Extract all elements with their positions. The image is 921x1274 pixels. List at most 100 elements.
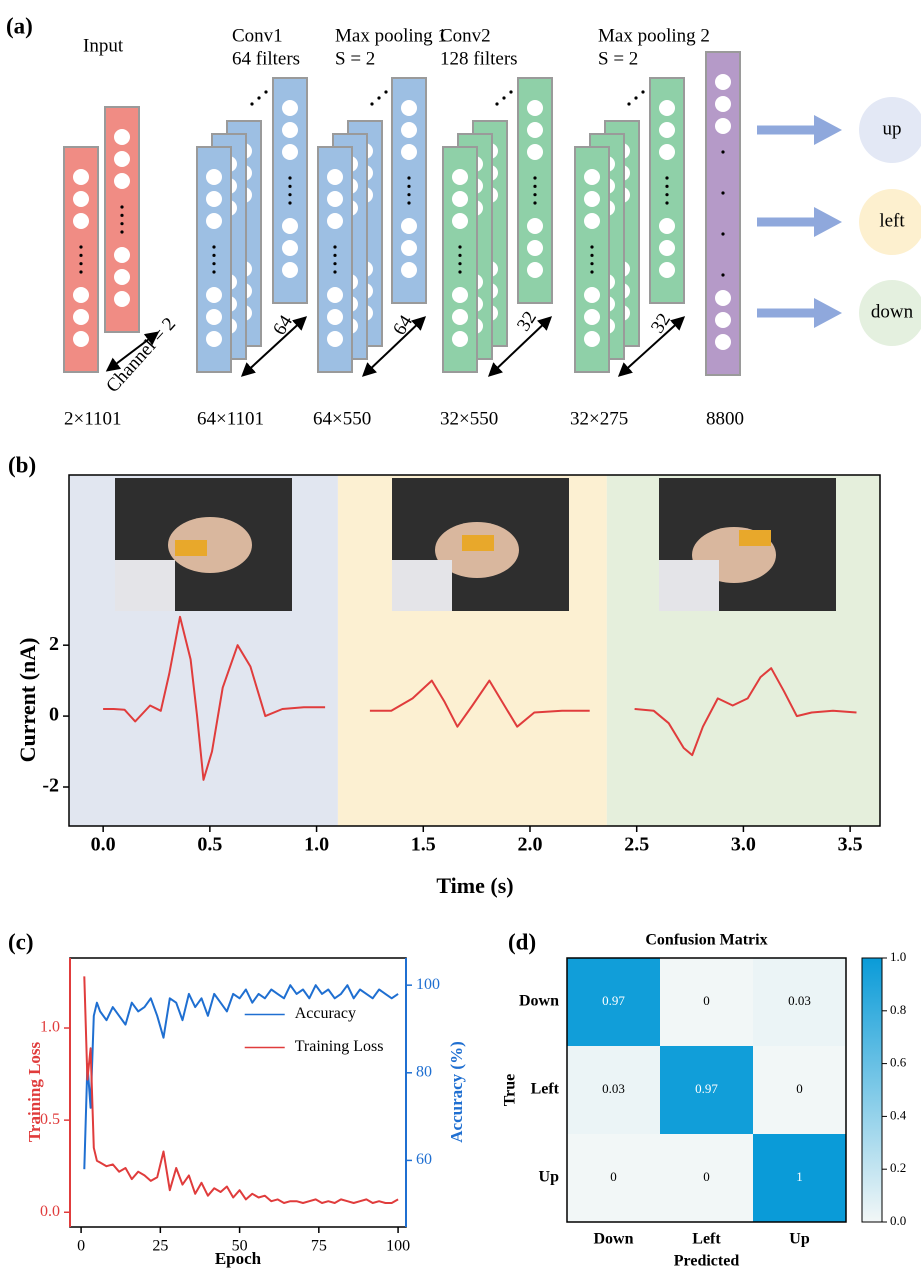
neuron — [73, 169, 89, 185]
ellipsis-dot — [288, 176, 291, 179]
ellipsis-dot — [407, 193, 410, 196]
ellipsis-dot — [250, 102, 253, 105]
colorbar-tick-label: 1.0 — [890, 949, 906, 964]
neuron — [527, 100, 543, 116]
neuron — [282, 100, 298, 116]
neuron — [584, 287, 600, 303]
neuron — [114, 247, 130, 263]
ellipsis-dot — [120, 230, 123, 233]
y2-axis-title: Accuracy (%) — [447, 1041, 466, 1143]
neuron — [659, 262, 675, 278]
y-axis-title: True — [502, 1074, 519, 1107]
y-tick-label: 0.0 — [40, 1203, 60, 1220]
neuron — [327, 213, 343, 229]
figure: (a)Input2×1101Channel = 2Conv164 filters… — [0, 0, 921, 1274]
layer-title: 64 filters — [232, 48, 300, 69]
colorbar-tick-label: 0.6 — [890, 1055, 907, 1070]
ellipsis-dot — [590, 262, 593, 265]
neuron — [282, 240, 298, 256]
neuron — [282, 262, 298, 278]
photo-sensor — [739, 530, 771, 546]
neuron — [584, 191, 600, 207]
ellipsis-dot — [120, 222, 123, 225]
ellipsis-dot — [721, 232, 724, 235]
neuron — [715, 334, 731, 350]
neuron — [401, 218, 417, 234]
y-tick-label: 2 — [49, 633, 59, 655]
ellipsis-dot — [641, 90, 644, 93]
output-label: up — [883, 118, 902, 139]
colorbar-tick-label: 0.8 — [890, 1002, 906, 1017]
neuron — [206, 213, 222, 229]
ellipsis-dot — [370, 102, 373, 105]
layer-title: Conv1 — [232, 25, 283, 46]
photo-sleeve — [115, 560, 175, 611]
ellipsis-dot — [407, 185, 410, 188]
neuron — [659, 122, 675, 138]
x-tick-label: 1.5 — [411, 834, 436, 856]
ellipsis-dot — [288, 201, 291, 204]
ellipsis-dot — [79, 262, 82, 265]
neuron — [527, 240, 543, 256]
colorbar-tick-label: 0.4 — [890, 1107, 907, 1122]
layer-size: 2×1101 — [64, 408, 122, 429]
y-tick-label: -2 — [42, 775, 59, 797]
y2-tick-label: 100 — [416, 976, 440, 993]
panel-label: (a) — [6, 13, 33, 38]
ellipsis-dot — [533, 193, 536, 196]
ellipsis-dot — [665, 201, 668, 204]
neuron — [327, 191, 343, 207]
ellipsis-dot — [627, 102, 630, 105]
ellipsis-dot — [120, 205, 123, 208]
cell-label: 1 — [796, 1169, 803, 1184]
neuron — [327, 169, 343, 185]
ellipsis-dot — [533, 176, 536, 179]
ellipsis-dot — [212, 245, 215, 248]
cell-label: 0 — [703, 993, 710, 1008]
x-tick-label: 2.5 — [624, 834, 649, 856]
row-label: Left — [531, 1081, 560, 1098]
ellipsis-dot — [333, 262, 336, 265]
y2-tick-label: 60 — [416, 1151, 432, 1168]
ellipsis-dot — [533, 201, 536, 204]
neuron — [659, 240, 675, 256]
neuron — [73, 213, 89, 229]
y-axis-title: Current (nA) — [15, 638, 40, 763]
x-tick-label: 3.5 — [838, 834, 863, 856]
neuron — [527, 262, 543, 278]
neuron — [452, 191, 468, 207]
ellipsis-dot — [288, 185, 291, 188]
ellipsis-dot — [590, 254, 593, 257]
neuron — [114, 291, 130, 307]
ellipsis-dot — [721, 150, 724, 153]
neuron — [206, 191, 222, 207]
layer-title: Max pooling 1 — [335, 25, 447, 46]
neuron — [527, 144, 543, 160]
ellipsis-dot — [665, 193, 668, 196]
cell-label: 0.97 — [695, 1081, 718, 1096]
neuron — [73, 191, 89, 207]
neuron — [206, 309, 222, 325]
layer-title: S = 2 — [598, 48, 638, 69]
y-tick-label: 1.0 — [40, 1019, 60, 1036]
x-axis-title: Predicted — [674, 1253, 740, 1270]
neuron — [715, 118, 731, 134]
neuron — [327, 287, 343, 303]
layer-size: 32×275 — [570, 408, 628, 429]
neuron — [114, 151, 130, 167]
neuron — [73, 309, 89, 325]
neuron — [206, 287, 222, 303]
neuron — [73, 287, 89, 303]
legend-label: Training Loss — [295, 1038, 384, 1055]
ellipsis-dot — [333, 270, 336, 273]
neuron — [452, 309, 468, 325]
layer-title: Conv2 — [440, 25, 491, 46]
cell-label: 0.97 — [602, 993, 625, 1008]
neuron — [659, 144, 675, 160]
neuron — [282, 144, 298, 160]
column-label: Left — [692, 1231, 721, 1248]
layer-size: 64×1101 — [197, 408, 264, 429]
neuron — [401, 144, 417, 160]
neuron — [452, 169, 468, 185]
ellipsis-dot — [333, 254, 336, 257]
